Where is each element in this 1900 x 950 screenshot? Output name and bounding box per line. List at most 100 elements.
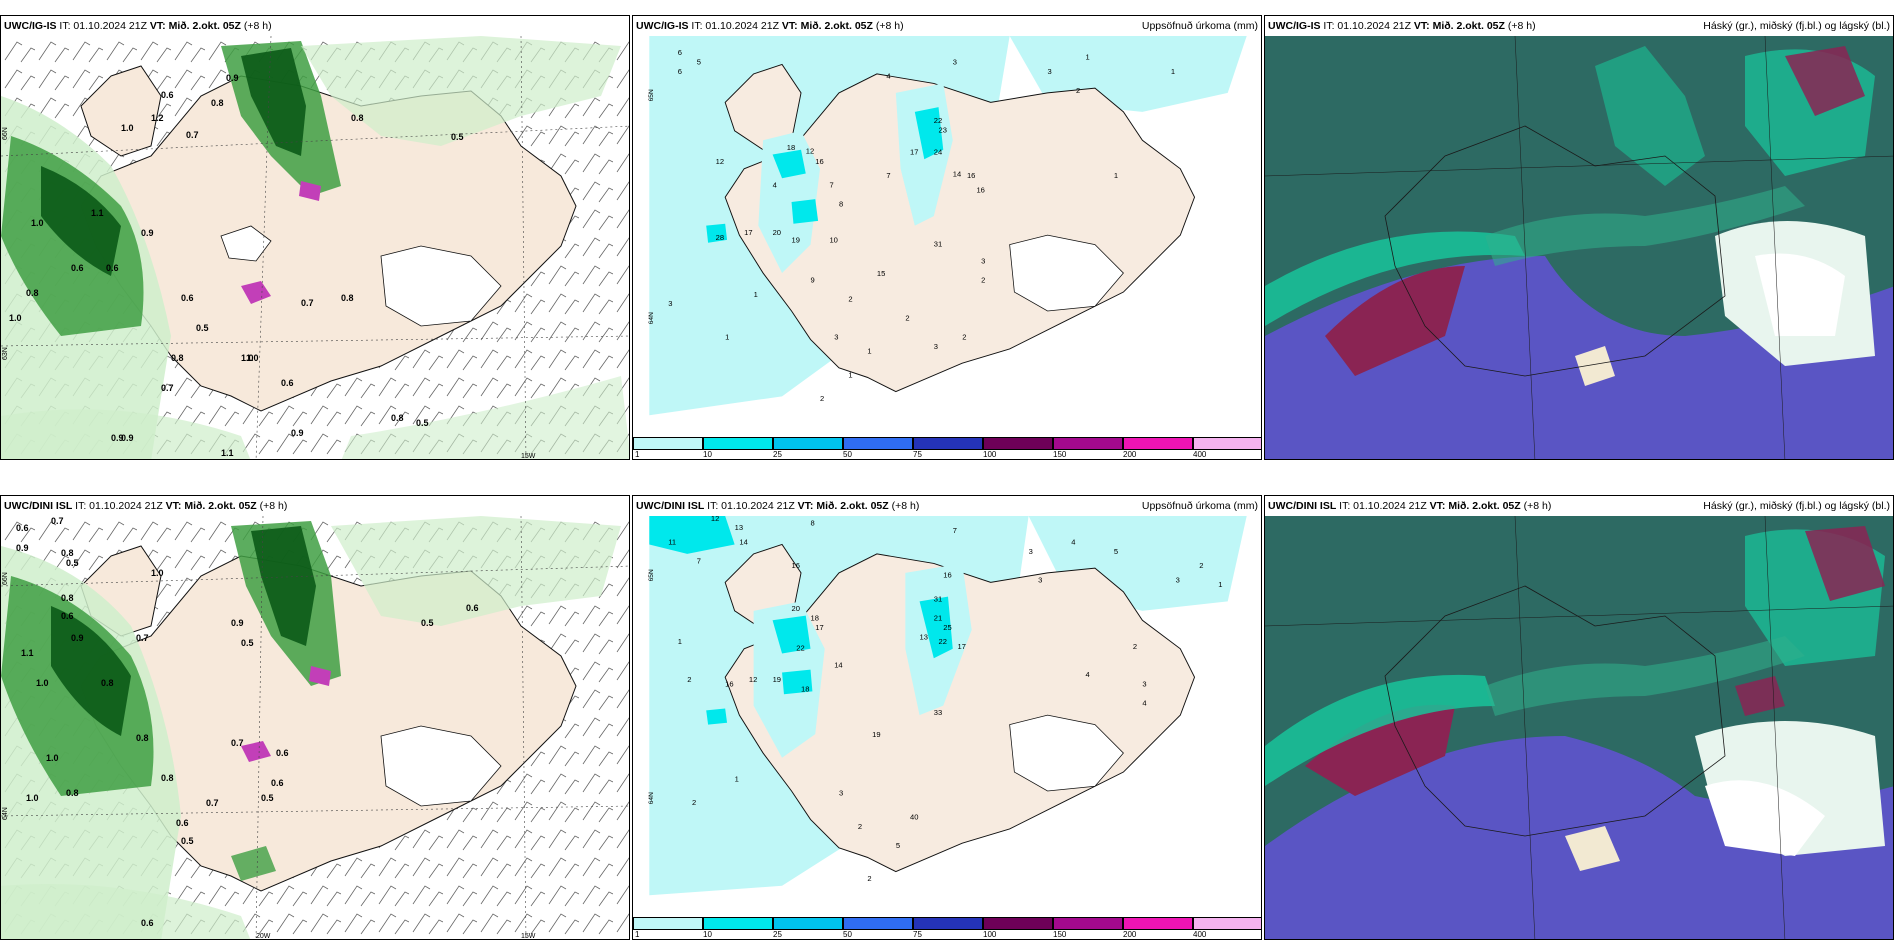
svg-text:0.5: 0.5 — [261, 793, 274, 803]
svg-text:20: 20 — [773, 228, 781, 237]
svg-text:18: 18 — [811, 613, 819, 622]
svg-text:2: 2 — [981, 276, 985, 285]
valid-time: VT: Mið. 2.okt. 05Z — [797, 500, 889, 512]
colorbar-tick: 1 — [635, 930, 640, 939]
lat-label: 63N — [2, 347, 9, 360]
svg-text:2: 2 — [687, 675, 691, 684]
svg-text:0.9: 0.9 — [121, 433, 134, 443]
svg-text:17: 17 — [815, 623, 823, 632]
svg-text:28: 28 — [716, 233, 724, 242]
colorbar-swatch — [1123, 437, 1193, 450]
svg-text:7: 7 — [829, 181, 833, 190]
lead-time: (+8 h) — [259, 500, 288, 512]
lead-time: (+8 h) — [1507, 20, 1536, 32]
svg-text:0.7: 0.7 — [186, 130, 199, 140]
map-wind: 0.6 0.8 0.9 1.0 1.2 0.7 0.5 0.8 1.1 1.0 … — [1, 36, 629, 459]
svg-text:17: 17 — [957, 642, 965, 651]
svg-text:11: 11 — [668, 537, 676, 546]
svg-text:12: 12 — [749, 675, 757, 684]
panel-header: UWC/IG-IS IT: 01.10.2024 21Z VT: Mið. 2.… — [633, 16, 1261, 36]
colorbar-tick: 75 — [913, 930, 922, 939]
svg-text:0.6: 0.6 — [181, 293, 194, 303]
contour-labels: 0.6 0.8 0.9 1.0 1.2 0.7 0.5 0.8 1.1 1.0 … — [9, 73, 464, 458]
init-time: IT: 01.10.2024 21Z — [1339, 500, 1427, 512]
svg-text:1: 1 — [848, 370, 852, 379]
precip-colorbar: 1 10 25 50 75 100 150 200 400 — [633, 917, 1261, 939]
svg-text:0.6: 0.6 — [141, 918, 154, 928]
init-time: IT: 01.10.2024 21Z — [691, 20, 779, 32]
svg-text:16: 16 — [967, 171, 975, 180]
colorbar-tick: 10 — [703, 450, 712, 459]
svg-text:0.5: 0.5 — [181, 836, 194, 846]
svg-text:2: 2 — [692, 798, 696, 807]
colorbar-tick: 100 — [983, 450, 997, 459]
panel-precip-igis: UWC/IG-IS IT: 01.10.2024 21Z VT: Mið. 2.… — [632, 15, 1262, 460]
svg-text:0.9: 0.9 — [141, 228, 154, 238]
svg-text:0.6: 0.6 — [61, 611, 74, 621]
svg-text:33: 33 — [934, 708, 942, 717]
colorbar-swatch — [1053, 437, 1123, 450]
model-name: UWC/DINI ISL — [4, 500, 73, 512]
lon-label: 20W — [256, 933, 271, 940]
panel-header: UWC/IG-IS IT: 01.10.2024 21Z VT: Mið. 2.… — [1265, 16, 1893, 36]
lat-label: 64N — [648, 312, 655, 324]
colorbar-tick: 10 — [703, 930, 712, 939]
panel-clouds-dini: UWC/DINI ISL IT: 01.10.2024 21Z VT: Mið.… — [1264, 495, 1894, 940]
svg-text:3: 3 — [668, 299, 672, 308]
colorbar-swatch — [773, 917, 843, 930]
colorbar-swatch — [983, 917, 1053, 930]
panel-header: UWC/DINI ISL IT: 01.10.2024 21Z VT: Mið.… — [1, 496, 629, 516]
svg-text:4: 4 — [1085, 670, 1089, 679]
svg-text:2: 2 — [1076, 86, 1080, 95]
svg-text:0.7: 0.7 — [301, 298, 314, 308]
svg-text:0.8: 0.8 — [351, 113, 364, 123]
colorbar-tick: 150 — [1053, 450, 1067, 459]
svg-text:0.9: 0.9 — [16, 543, 29, 553]
model-name: UWC/DINI ISL — [1268, 500, 1337, 512]
svg-text:0.6: 0.6 — [71, 263, 84, 273]
svg-text:0.5: 0.5 — [416, 418, 429, 428]
colorbar-swatch — [1193, 917, 1261, 930]
svg-text:16: 16 — [943, 571, 951, 580]
svg-text:3: 3 — [1029, 547, 1033, 556]
svg-text:19: 19 — [773, 675, 781, 684]
lead-time: (+8 h) — [1523, 500, 1552, 512]
svg-text:13: 13 — [735, 523, 743, 532]
svg-text:5: 5 — [896, 841, 900, 850]
svg-text:1.0: 1.0 — [26, 793, 39, 803]
svg-text:0.8: 0.8 — [61, 593, 74, 603]
svg-text:0.9: 0.9 — [291, 428, 304, 438]
init-time: IT: 01.10.2024 21Z — [59, 20, 147, 32]
svg-text:1.0: 1.0 — [9, 313, 22, 323]
svg-text:1.0: 1.0 — [36, 678, 49, 688]
svg-text:23: 23 — [939, 126, 947, 135]
svg-text:0.8: 0.8 — [101, 678, 114, 688]
svg-text:17: 17 — [910, 148, 918, 157]
colorbar-swatch — [1053, 917, 1123, 930]
svg-text:1.0: 1.0 — [151, 568, 164, 578]
svg-text:0.7: 0.7 — [51, 516, 64, 526]
svg-text:8: 8 — [839, 200, 843, 209]
svg-text:0.6: 0.6 — [271, 778, 284, 788]
colorbar-tick: 400 — [1193, 930, 1207, 939]
field-title: Uppsöfnuð úrkoma (mm) — [1141, 500, 1258, 512]
svg-text:1: 1 — [725, 332, 729, 341]
panel-clouds-igis: UWC/IG-IS IT: 01.10.2024 21Z VT: Mið. 2.… — [1264, 15, 1894, 460]
colorbar-swatch — [913, 917, 983, 930]
svg-text:0.8: 0.8 — [211, 98, 224, 108]
svg-text:0.5: 0.5 — [241, 638, 254, 648]
svg-text:14: 14 — [739, 537, 747, 546]
colorbar-tick: 400 — [1193, 450, 1207, 459]
svg-text:1.0: 1.0 — [246, 353, 259, 363]
colorbar-swatch — [843, 917, 913, 930]
svg-text:25: 25 — [943, 623, 951, 632]
colorbar-swatch — [633, 437, 703, 450]
svg-text:7: 7 — [953, 526, 957, 535]
svg-text:2: 2 — [1199, 561, 1203, 570]
svg-text:4: 4 — [886, 72, 890, 81]
svg-text:3: 3 — [834, 332, 838, 341]
svg-text:1: 1 — [867, 347, 871, 356]
colorbar-tick: 25 — [773, 930, 782, 939]
model-name: UWC/DINI ISL — [636, 500, 705, 512]
svg-text:31: 31 — [934, 594, 942, 603]
